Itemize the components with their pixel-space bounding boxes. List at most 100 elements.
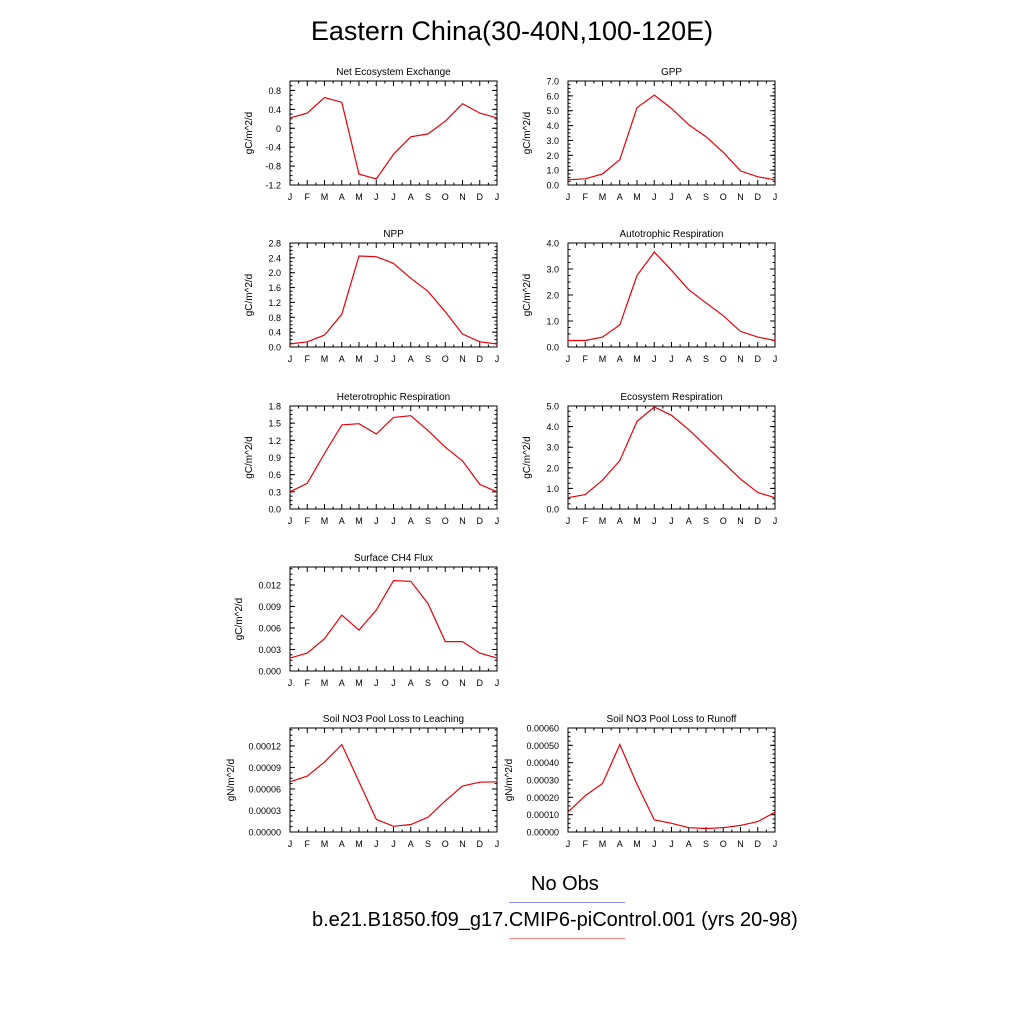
x-tick-label: O [720,192,727,202]
x-tick-label: J [773,516,778,526]
y-tick-label: 0.3 [268,487,281,497]
x-tick-label: J [374,354,379,364]
x-tick-label: D [755,516,762,526]
chart-title: Heterotrophic Respiration [337,392,450,403]
x-tick-label: A [408,354,414,364]
y-tick-label: 1.0 [546,484,559,494]
x-tick-label: D [477,192,484,202]
x-tick-label: D [477,516,484,526]
x-tick-label: A [408,516,414,526]
x-tick-label: D [477,354,484,364]
x-tick-label: D [477,678,484,688]
x-tick-label: F [583,839,589,849]
y-tick-label: -0.8 [265,162,281,172]
x-tick-label: A [339,354,345,364]
y-axis-label: gN/m^2/d [504,759,515,802]
x-tick-label: D [755,192,762,202]
x-tick-label: N [737,354,744,364]
x-tick-label: A [408,192,414,202]
chart-title: NPP [383,229,404,240]
x-tick-label: J [669,354,674,364]
y-tick-label: 0.012 [258,580,281,590]
y-tick-label: 2.0 [546,291,559,301]
plot-frame [289,566,498,672]
y-tick-label: 0.0 [546,505,559,515]
x-tick-label: J [391,678,396,688]
x-tick-label: J [391,354,396,364]
x-tick-label: J [288,354,293,364]
y-tick-label: 5.0 [546,106,559,116]
x-tick-label: S [425,354,431,364]
y-tick-label: 5.0 [546,402,559,412]
x-tick-label: S [425,516,431,526]
y-tick-label: 0.00010 [526,810,559,820]
y-tick-label: 0.4 [268,328,281,338]
x-tick-label: O [442,678,449,688]
x-tick-label: S [425,192,431,202]
y-axis-label: gN/m^2/d [226,759,237,802]
y-tick-label: 4.0 [546,121,559,131]
x-tick-label: J [495,678,500,688]
x-tick-label: M [633,354,641,364]
x-tick-label: A [617,516,623,526]
y-tick-label: -0.4 [265,143,281,153]
series-line [289,415,498,493]
x-tick-label: A [686,839,692,849]
x-tick-label: J [495,839,500,849]
series-line [289,579,498,659]
y-axis-label: gC/m^2/d [244,112,255,155]
x-tick-label: S [425,839,431,849]
x-tick-label: J [669,839,674,849]
y-tick-label: 0 [276,124,281,134]
y-tick-label: 0.6 [268,470,281,480]
y-tick-label: 0.00030 [526,776,559,786]
y-axis-label: gC/m^2/d [522,274,533,317]
y-tick-label: 1.2 [268,298,281,308]
y-axis-label: gC/m^2/d [234,598,245,641]
y-tick-label: 0.009 [258,602,281,612]
y-tick-label: 0.00006 [248,784,281,794]
x-tick-label: N [459,516,466,526]
x-tick-label: O [442,516,449,526]
y-tick-label: 4.0 [546,422,559,432]
y-tick-label: 0.00012 [248,741,281,751]
x-tick-label: N [737,839,744,849]
x-tick-label: M [321,354,329,364]
y-tick-label: 2.8 [268,239,281,249]
y-tick-label: 0.00000 [248,828,281,838]
x-tick-label: O [442,354,449,364]
chart-title: Surface CH4 Flux [354,553,433,564]
x-tick-label: O [720,516,727,526]
y-tick-label: 1.5 [268,419,281,429]
y-tick-label: 0.00003 [248,806,281,816]
y-tick-label: 0.00009 [248,763,281,773]
x-tick-label: J [773,839,778,849]
x-tick-label: J [495,354,500,364]
y-tick-label: 1.8 [268,402,281,412]
x-tick-label: O [720,354,727,364]
page-title: Eastern China(30-40N,100-120E) [310,16,714,46]
y-axis-label: gC/m^2/d [522,436,533,479]
series-line [567,406,776,499]
plot-frame [289,405,498,510]
series-line [289,255,498,345]
y-tick-label: 0.00040 [526,758,559,768]
x-tick-label: M [355,678,363,688]
series-line [568,251,776,342]
y-tick-label: 0.0 [546,181,559,191]
x-tick-label: M [321,516,329,526]
y-tick-label: 0.000 [258,667,281,677]
chart-title: Net Ecosystem Exchange [336,67,451,78]
x-tick-label: J [495,516,500,526]
x-tick-label: J [566,516,571,526]
chart-title: Soil NO3 Pool Loss to Runoff [607,714,737,725]
x-tick-label: A [617,192,623,202]
y-tick-label: 0.00060 [526,724,559,734]
x-tick-label: J [669,192,674,202]
y-tick-label: 0.00020 [526,793,559,803]
